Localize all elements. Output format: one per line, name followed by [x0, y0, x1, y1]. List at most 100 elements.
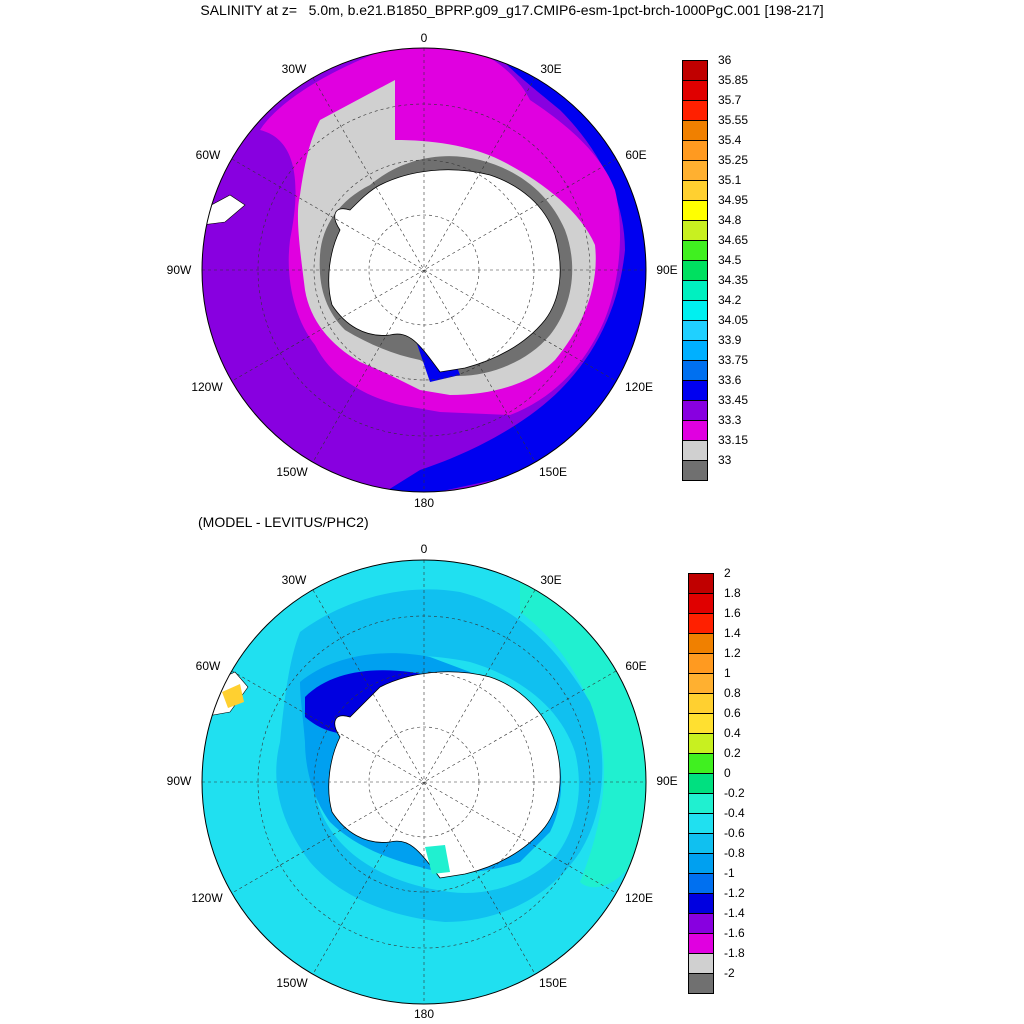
lon-label-60w: 60W	[195, 148, 221, 162]
colorbar-swatch	[682, 140, 708, 161]
colorbar-swatch	[682, 80, 708, 101]
salinity-band-fresh-ring	[380, 52, 646, 492]
colorbar-tick-label: 33.9	[718, 333, 742, 347]
salinity-colorbar: 36 35.85 35.7 35.55 35.4 35.25 35.1 34.95 34.8 34…	[682, 53, 802, 481]
colorbar-tick-label: -0.8	[724, 846, 745, 860]
antarctica-land	[328, 169, 561, 373]
colorbar-swatch	[688, 633, 714, 654]
colorbar-tick-label: 34.2	[718, 293, 742, 307]
colorbar-tick-label: -0.6	[724, 826, 745, 840]
difference-graticule	[202, 560, 646, 1004]
colorbar-tick-label: 34.95	[718, 193, 749, 207]
colorbar-swatch	[688, 753, 714, 774]
colorbar-swatch	[682, 260, 708, 281]
colorbar-swatch	[682, 60, 708, 81]
colorbar-tick-label: 34.65	[718, 233, 749, 247]
lon-label-60w-2: 60W	[195, 659, 221, 673]
lon-label-30e: 30E	[540, 62, 562, 76]
colorbar-swatch	[682, 320, 708, 341]
colorbar-tick-label: -0.4	[724, 806, 745, 820]
colorbar-tick-label: 35.55	[718, 113, 749, 127]
colorbar-tick-label: -1.4	[724, 906, 745, 920]
colorbar-swatch	[688, 713, 714, 734]
colorbar-tick-label: 1.8	[724, 586, 741, 600]
colorbar-swatch	[688, 953, 714, 974]
colorbar-tick-label: 1.4	[724, 626, 741, 640]
colorbar-swatch	[688, 793, 714, 814]
colorbar-tick-label: 34.8	[718, 213, 742, 227]
lon-label-60e: 60E	[625, 148, 647, 162]
colorbar-swatch	[682, 280, 708, 301]
lon-label-120w: 120W	[191, 380, 223, 394]
colorbar-swatch	[682, 200, 708, 221]
difference-map	[201, 559, 647, 1005]
colorbar-swatch	[682, 300, 708, 321]
lon-label-30w: 30W	[281, 62, 307, 76]
colorbar-swatch	[682, 160, 708, 181]
salinity-graticule	[202, 48, 646, 492]
colorbar-swatch	[682, 240, 708, 261]
colorbar-tick-label: 0.8	[724, 686, 741, 700]
colorbar-swatch	[688, 913, 714, 934]
colorbar-swatch	[682, 420, 708, 441]
colorbar-swatch	[688, 573, 714, 594]
colorbar-swatch	[688, 853, 714, 874]
lon-label-60e-2: 60E	[625, 659, 647, 673]
south-america-land	[202, 194, 246, 226]
colorbar-tick-label: 33.6	[718, 373, 742, 387]
colorbar-swatch	[682, 120, 708, 141]
lon-label-120w-2: 120W	[191, 891, 223, 905]
colorbar-tick-label: -1.6	[724, 926, 745, 940]
lon-label-150w-2: 150W	[276, 976, 308, 990]
lon-label-90w: 90W	[166, 263, 192, 277]
colorbar-swatch	[682, 220, 708, 241]
colorbar-swatch	[688, 593, 714, 614]
antarctica-land-2	[328, 671, 561, 879]
colorbar-swatch	[688, 833, 714, 854]
colorbar-tick-label: 34.5	[718, 253, 742, 267]
colorbar-swatch	[682, 380, 708, 401]
colorbar-tick-label: -1.2	[724, 886, 745, 900]
colorbar-swatch	[688, 773, 714, 794]
lon-label-30e-2: 30E	[540, 573, 562, 587]
colorbar-swatch	[682, 180, 708, 201]
colorbar-swatch	[688, 693, 714, 714]
colorbar-tick-label: 1	[724, 666, 731, 680]
colorbar-swatch	[682, 440, 708, 461]
lon-label-180-2: 180	[413, 1007, 435, 1021]
colorbar-tick-label: 33.15	[718, 433, 749, 447]
colorbar-swatch	[688, 973, 714, 994]
difference-panel: 0 30E 60E 90E 120E 150E 180 150W 120W 90…	[0, 512, 1024, 1024]
colorbar-tick-label: -0.2	[724, 786, 745, 800]
colorbar-tick-label: -2	[724, 966, 735, 980]
salinity-panel: 0 30E 60E 90E 120E 150E 180 150W 120W 90…	[166, 31, 802, 510]
lon-label-150e: 150E	[538, 465, 568, 479]
lon-label-120e: 120E	[624, 380, 654, 394]
colorbar-tick-label: 36	[718, 53, 732, 67]
colorbar-swatch	[688, 733, 714, 754]
colorbar-tick-label: 34.05	[718, 313, 749, 327]
figure-title: SALINITY at z= 5.0m, b.e21.B1850_BPRP.g0…	[200, 2, 824, 18]
colorbar-tick-label: 33.3	[718, 413, 742, 427]
lon-label-150w: 150W	[276, 465, 308, 479]
lon-label-180: 180	[413, 496, 435, 510]
lon-label-0-2: 0	[420, 542, 428, 556]
lon-label-90w-2: 90W	[166, 774, 192, 788]
colorbar-tick-label: 35.4	[718, 133, 742, 147]
colorbar-tick-label: -1	[724, 866, 735, 880]
lon-label-120e-2: 120E	[624, 891, 654, 905]
colorbar-tick-label: 35.85	[718, 73, 749, 87]
colorbar-swatch	[682, 460, 708, 481]
colorbar-tick-label: 35.1	[718, 173, 742, 187]
lon-label-90e-2: 90E	[656, 774, 678, 788]
salinity-map-border	[201, 47, 647, 493]
colorbar-swatch	[688, 893, 714, 914]
colorbar-swatch	[682, 360, 708, 381]
difference-map-border	[201, 559, 647, 1005]
colorbar-swatch	[688, 653, 714, 674]
colorbar-tick-label: 33.75	[718, 353, 749, 367]
lon-label-150e-2: 150E	[538, 976, 568, 990]
colorbar-swatch	[688, 613, 714, 634]
colorbar-tick-label: -1.8	[724, 946, 745, 960]
colorbar-tick-label: 0	[724, 766, 731, 780]
